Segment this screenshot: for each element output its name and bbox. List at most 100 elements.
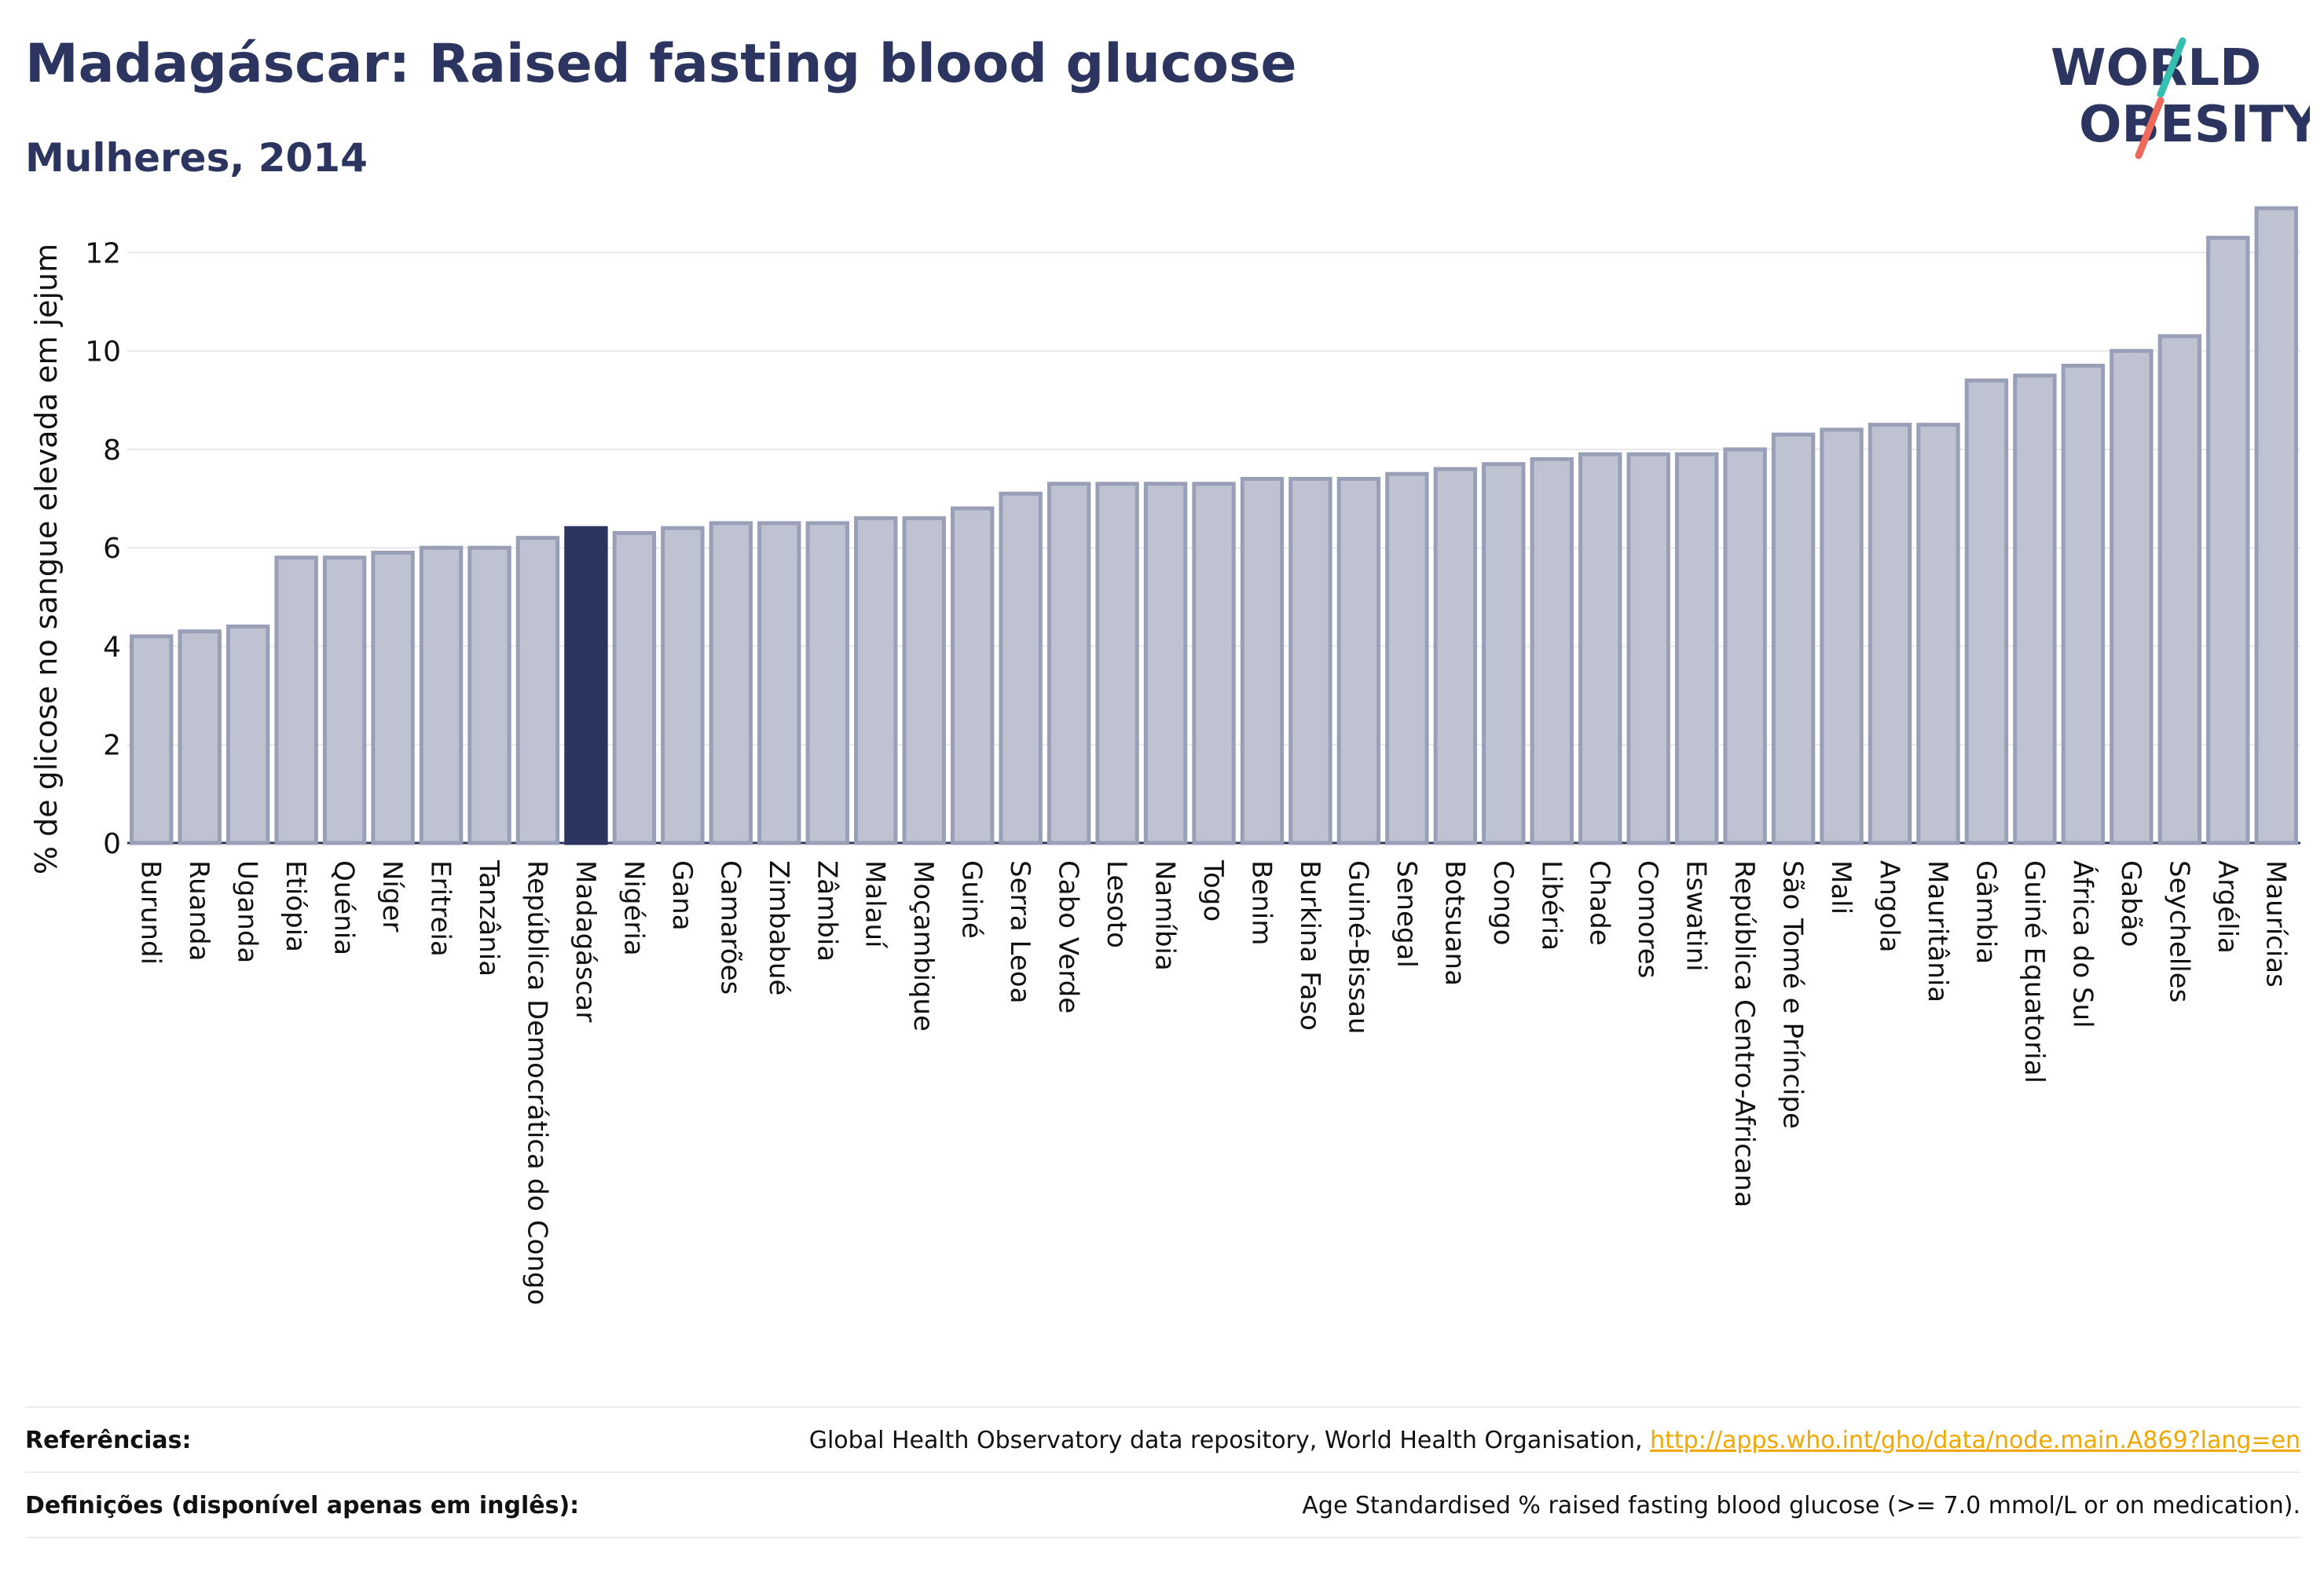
bars xyxy=(130,206,2298,845)
x-tick-label: República Democrática do Congo xyxy=(521,860,552,1305)
x-tick-label: Lesoto xyxy=(1101,860,1132,948)
footer-references-row: Referências: Global Health Observatory d… xyxy=(25,1409,2300,1472)
y-axis-ticks: 0 2 4 6 8 10 12 xyxy=(85,237,121,860)
bar-são-tomé-e-príncipe[interactable] xyxy=(1771,432,1816,845)
bar-libéria[interactable] xyxy=(1530,456,1574,845)
x-tick-label: Seychelles xyxy=(2163,860,2194,1002)
x-tick-label: São Tomé e Príncipe xyxy=(1777,860,1809,1129)
x-tick-label: Guiné-Bissau xyxy=(1342,860,1373,1034)
x-tick-label: Eritreia xyxy=(425,860,456,957)
bar-gâmbia[interactable] xyxy=(1964,378,2009,845)
x-tick-label: Togo xyxy=(1197,859,1229,922)
definitions-label: Definições (disponível apenas em inglês)… xyxy=(25,1491,580,1519)
bar-chart: 0 2 4 6 8 10 12 Burundi Ruanda Uganda Etiópia Quén… xyxy=(29,206,2300,1305)
bar-guiné[interactable] xyxy=(950,506,995,845)
bar-serra-leoa[interactable] xyxy=(999,491,1043,845)
y-tick-label: 6 xyxy=(103,533,121,565)
bar-uganda[interactable] xyxy=(225,624,270,845)
x-tick-label: Guiné Equatorial xyxy=(2018,860,2050,1083)
references-value: Global Health Observatory data repositor… xyxy=(809,1427,2300,1454)
y-tick-label: 4 xyxy=(103,631,121,663)
bar-república-democrática-do-congo[interactable] xyxy=(515,536,560,845)
bar-burkina-faso[interactable] xyxy=(1288,477,1332,845)
bar-comores[interactable] xyxy=(1626,452,1670,845)
y-tick-label: 12 xyxy=(85,237,121,269)
x-tick-label: Senegal xyxy=(1391,860,1422,968)
references-link[interactable]: http://apps.who.int/gho/data/node.main.A… xyxy=(1650,1426,2300,1454)
bar-etiópia[interactable] xyxy=(274,555,318,845)
x-tick-label: Botsuana xyxy=(1439,860,1470,986)
y-tick-label: 2 xyxy=(103,730,121,762)
bar-ruanda[interactable] xyxy=(178,629,222,845)
x-tick-label: Burkina Faso xyxy=(1294,860,1325,1031)
bar-república-centro-africana[interactable] xyxy=(1723,447,1767,845)
x-tick-label: Congo xyxy=(1487,860,1519,945)
bar-níger[interactable] xyxy=(371,550,415,845)
bar-gabão[interactable] xyxy=(2110,349,2154,845)
bar-mauritânia[interactable] xyxy=(1916,423,1960,845)
bar-senegal[interactable] xyxy=(1385,471,1429,845)
bar-camarões[interactable] xyxy=(709,521,753,845)
bar-maurícias[interactable] xyxy=(2254,206,2298,845)
x-tick-label: Eswatini xyxy=(1681,860,1712,972)
x-tick-label: Libéria xyxy=(1535,860,1567,951)
x-tick-label: Moçambique xyxy=(907,860,939,1032)
x-tick-label: Serra Leoa xyxy=(1004,860,1036,1003)
x-tick-label: Benim xyxy=(1245,860,1277,945)
x-tick-label: Gana xyxy=(666,860,698,931)
x-tick-label: Zimbabué xyxy=(763,860,794,995)
bar-chade[interactable] xyxy=(1578,452,1622,845)
x-tick-label: República Centro-Africana xyxy=(1728,860,1760,1208)
bar-angola[interactable] xyxy=(1868,423,1912,845)
logo-slash-teal xyxy=(2157,37,2187,98)
bar-cabo-verde[interactable] xyxy=(1047,482,1091,845)
bar-namíbia[interactable] xyxy=(1143,482,1188,845)
world-obesity-logo: WORLD OBESITY xyxy=(2051,37,2310,159)
bar-eswatini[interactable] xyxy=(1674,452,1719,845)
bar-guiné-equatorial[interactable] xyxy=(2013,373,2057,845)
x-tick-label: Zâmbia xyxy=(811,860,842,962)
bar-togo[interactable] xyxy=(1192,482,1236,845)
bar-eritreia[interactable] xyxy=(419,545,464,845)
bar-malauí[interactable] xyxy=(854,516,898,845)
footer-divider-middle xyxy=(25,1472,2300,1473)
x-tick-label: Malauí xyxy=(860,860,891,949)
logo-slash-coral xyxy=(2135,97,2165,159)
y-tick-label: 0 xyxy=(103,828,121,860)
bar-moçambique[interactable] xyxy=(902,516,946,845)
bar-madagáscar[interactable] xyxy=(564,526,608,845)
bar-áfrica-do-sul[interactable] xyxy=(2061,363,2106,845)
x-tick-label: Cabo Verde xyxy=(1053,860,1084,1013)
x-tick-label: Ruanda xyxy=(183,860,214,961)
bar-congo[interactable] xyxy=(1482,462,1526,845)
x-tick-label: Uganda xyxy=(232,860,263,963)
x-tick-label: Mauritânia xyxy=(1922,860,1953,1002)
bar-zimbabué[interactable] xyxy=(757,521,801,845)
bar-burundi[interactable] xyxy=(130,634,174,845)
x-tick-label: Camarões xyxy=(714,860,746,995)
chart-title: Madagáscar: Raised fasting blood glucose xyxy=(25,33,1297,95)
bar-benim[interactable] xyxy=(1240,477,1285,845)
y-tick-label: 8 xyxy=(103,434,121,467)
bar-nigéria[interactable] xyxy=(612,530,657,845)
x-tick-label: Burundi xyxy=(135,860,167,965)
bar-seychelles[interactable] xyxy=(2157,334,2202,845)
footer-divider-bottom xyxy=(25,1537,2300,1538)
logo-word-obesity: OBESITY xyxy=(2079,96,2310,154)
references-text: Global Health Observatory data repositor… xyxy=(808,1426,1643,1454)
x-tick-label: Chade xyxy=(1584,860,1615,946)
bar-quénia[interactable] xyxy=(322,555,367,845)
y-tick-label: 10 xyxy=(85,336,121,368)
x-tick-label: Namíbia xyxy=(1149,860,1181,971)
bar-tanzânia[interactable] xyxy=(467,545,511,845)
bar-mali[interactable] xyxy=(1820,427,1864,845)
x-tick-label: Maurícias xyxy=(2260,860,2291,988)
x-tick-label: África do Sul xyxy=(2066,860,2099,1028)
definitions-value: Age Standardised % raised fasting blood … xyxy=(1302,1491,2300,1519)
bar-gana[interactable] xyxy=(661,526,705,845)
bar-guiné-bissau[interactable] xyxy=(1336,477,1381,845)
bar-botsuana[interactable] xyxy=(1433,467,1478,845)
bar-argélia[interactable] xyxy=(2206,236,2250,845)
bar-lesoto[interactable] xyxy=(1095,482,1139,845)
bar-zâmbia[interactable] xyxy=(805,521,849,845)
